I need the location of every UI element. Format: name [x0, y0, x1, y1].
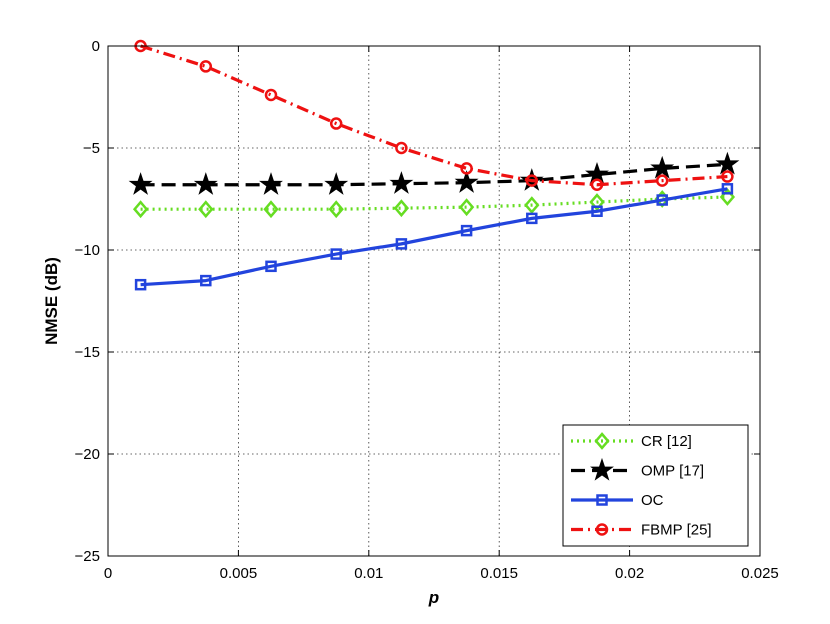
legend-entry: FBMP [25]: [571, 522, 712, 539]
data-point: [128, 172, 153, 195]
y-tick-label: −20: [75, 446, 100, 463]
data-point: [591, 205, 603, 217]
legend-marker: [596, 494, 608, 506]
legend-entry: OMP [17]: [571, 457, 704, 481]
data-point: [134, 278, 147, 291]
data-point: [330, 248, 342, 260]
data-point: [460, 224, 473, 237]
legend: CR [12] OMP [17] OC FBMP [25]: [562, 424, 749, 547]
data-point: [259, 172, 283, 195]
data-point: [395, 238, 408, 250]
data-point: [198, 200, 214, 219]
series-3: [134, 39, 734, 191]
legend-label: OMP [17]: [641, 463, 704, 480]
x-tick-label: 0.01: [354, 565, 383, 582]
series-2: [134, 183, 734, 291]
data-point: [264, 88, 278, 102]
x-tick-label: 0.02: [615, 565, 644, 582]
x-tick-label: 0.015: [480, 565, 518, 582]
data-point: [193, 172, 218, 195]
data-point: [655, 174, 669, 187]
data-point: [393, 199, 410, 218]
plot-frame: [107, 45, 761, 557]
y-tick-label: −15: [75, 344, 100, 361]
legend-marker: [595, 523, 609, 536]
data-point: [329, 117, 343, 130]
data-point: [460, 162, 473, 175]
data-point: [650, 155, 675, 179]
legend-marker: [590, 457, 614, 481]
series-layer: [128, 39, 740, 291]
legend-entry: OC: [571, 492, 664, 509]
data-point: [200, 274, 212, 287]
data-point: [590, 178, 604, 191]
series-line: [140, 162, 728, 187]
y-tick-label: −10: [75, 242, 100, 259]
data-point: [525, 174, 539, 187]
series-line: [140, 44, 728, 187]
data-point: [132, 200, 149, 219]
y-tick-label: −5: [83, 140, 100, 157]
data-point: [395, 141, 408, 155]
data-point: [328, 200, 344, 219]
legend-label: FBMP [25]: [641, 522, 712, 539]
data-point: [656, 194, 668, 206]
ticks: 0 0.005 0.01 0.015 0.02 0.025 0 −5 −10 −15 −20 −25: [75, 38, 779, 582]
x-tick-label: 0.005: [220, 565, 258, 582]
x-tick-label: 0.025: [741, 565, 779, 582]
legend-entry: CR [12]: [571, 432, 692, 450]
legend-label: CR [12]: [641, 433, 692, 450]
y-tick-label: −25: [75, 548, 100, 565]
legend-box: [562, 424, 749, 547]
series-line: [140, 187, 728, 287]
x-tick-label: 0: [104, 565, 112, 582]
x-axis-label: p: [428, 588, 439, 607]
data-point: [263, 200, 279, 219]
legend-marker: [594, 432, 610, 450]
y-tick-label: 0: [92, 38, 100, 55]
series-1: [128, 151, 740, 195]
legend-label: OC: [641, 492, 664, 509]
data-point: [199, 60, 213, 73]
data-point: [458, 198, 475, 217]
data-point: [454, 170, 479, 193]
data-point: [265, 260, 277, 273]
data-point: [721, 170, 734, 183]
data-point: [719, 188, 736, 206]
series-line: [140, 195, 728, 211]
data-point: [715, 151, 740, 175]
data-point: [389, 171, 414, 194]
data-point: [721, 183, 734, 195]
data-point: [526, 212, 538, 225]
data-point: [324, 172, 349, 195]
data-point: [524, 196, 540, 215]
data-point: [589, 193, 605, 211]
y-axis-label: NMSE (dB): [42, 257, 61, 345]
grid: [108, 46, 760, 556]
